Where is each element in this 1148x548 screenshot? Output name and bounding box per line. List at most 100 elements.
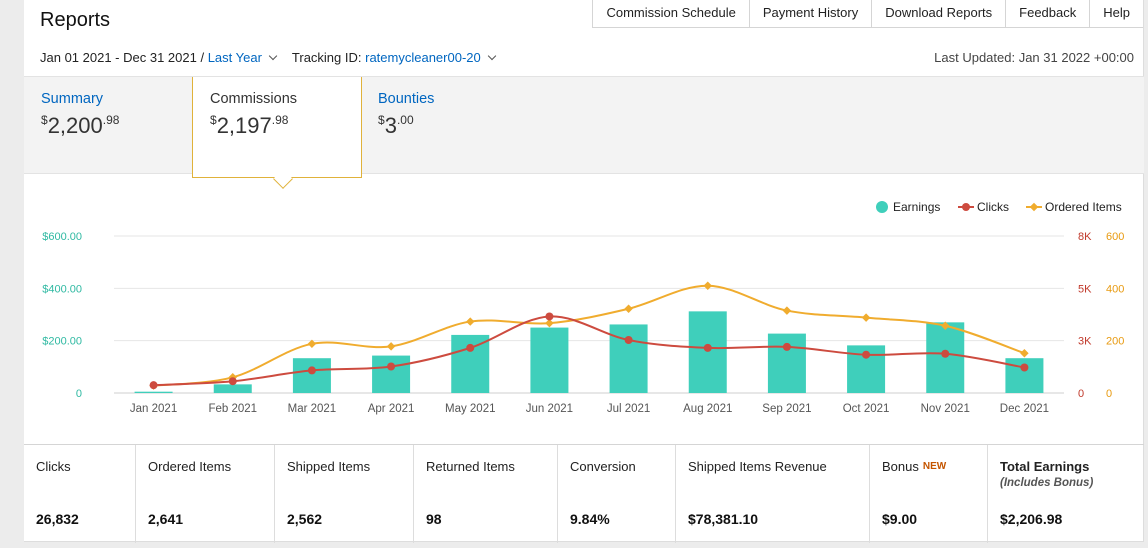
y-tick-label: $400.00 bbox=[42, 283, 82, 295]
line-ordered-items bbox=[153, 284, 1025, 387]
stat-label: Returned Items bbox=[426, 459, 515, 474]
page-title: Reports bbox=[40, 9, 111, 31]
commission-schedule-link[interactable]: Commission Schedule bbox=[592, 0, 749, 28]
point-ordered-items bbox=[861, 313, 871, 322]
point-clicks bbox=[545, 312, 554, 321]
chevron-down-icon[interactable] bbox=[268, 51, 278, 61]
legend-clicks-marker bbox=[962, 203, 970, 211]
stat-shipped-items: Shipped Items 2,562 bbox=[275, 445, 414, 543]
x-tick-label: Jun 2021 bbox=[526, 403, 573, 415]
point-clicks bbox=[941, 349, 950, 358]
x-tick-label: Jul 2021 bbox=[607, 403, 650, 415]
x-tick-label: Apr 2021 bbox=[368, 403, 415, 415]
stat-label: Shipped Items bbox=[287, 459, 371, 474]
point-clicks bbox=[149, 381, 158, 390]
stat-label: Conversion bbox=[570, 459, 636, 474]
tracking-id-dropdown[interactable]: ratemycleaner00-20 bbox=[365, 50, 481, 65]
bar-earnings bbox=[372, 355, 411, 393]
stat-label: Clicks bbox=[36, 459, 71, 474]
point-ordered-items bbox=[782, 306, 792, 315]
y-tick-label-clicks: 3K bbox=[1078, 336, 1092, 348]
y-tick-label-clicks: 5K bbox=[1078, 283, 1092, 295]
help-link[interactable]: Help bbox=[1089, 0, 1143, 28]
y-tick-label-items: 400 bbox=[1106, 283, 1124, 295]
feedback-link[interactable]: Feedback bbox=[1005, 0, 1090, 28]
y-tick-label: $600.00 bbox=[42, 231, 82, 243]
stat-ordered-items: Ordered Items 2,641 bbox=[136, 445, 275, 543]
legend-items-marker bbox=[1029, 202, 1039, 212]
stats-row: Clicks 26,832 Ordered Items 2,641 Shippe… bbox=[24, 444, 1144, 543]
y-tick-label-items: 200 bbox=[1106, 336, 1124, 348]
bar-earnings bbox=[1005, 358, 1044, 393]
x-tick-label: Mar 2021 bbox=[288, 403, 337, 415]
stat-clicks: Clicks 26,832 bbox=[24, 445, 136, 543]
filter-bar: Jan 01 2021 - Dec 31 2021 / Last Year Tr… bbox=[40, 50, 505, 65]
stat-total-earnings: Total Earnings (Includes Bonus) $2,206.9… bbox=[988, 445, 1144, 543]
point-clicks bbox=[624, 336, 633, 345]
stat-value: 98 bbox=[426, 511, 442, 527]
x-tick-label: Oct 2021 bbox=[843, 403, 890, 415]
bar-earnings bbox=[134, 391, 173, 393]
y-tick-label: $200.00 bbox=[42, 336, 82, 348]
stat-value: 2,641 bbox=[148, 511, 184, 527]
stat-value: 26,832 bbox=[36, 511, 79, 527]
legend-label[interactable]: Earnings bbox=[893, 200, 940, 214]
tab-summary[interactable]: Summary $2,200.98 bbox=[24, 77, 136, 175]
reports-card: Reports Commission Schedule Payment Hist… bbox=[24, 0, 1144, 543]
point-clicks bbox=[862, 350, 871, 359]
stat-label: Total Earnings bbox=[1000, 459, 1090, 474]
point-clicks bbox=[307, 366, 316, 375]
payment-history-link[interactable]: Payment History bbox=[748, 0, 872, 28]
stat-label: Bonus NEW bbox=[882, 459, 947, 474]
stat-label: Ordered Items bbox=[148, 459, 232, 474]
tab-commissions[interactable]: Commissions $2,197.98 bbox=[192, 77, 362, 189]
tab-amount: $3.00 bbox=[378, 113, 414, 138]
y-tick-label-items: 600 bbox=[1106, 231, 1124, 243]
tab-label: Bounties bbox=[378, 91, 435, 107]
x-tick-label: May 2021 bbox=[445, 403, 496, 415]
x-tick-label: Jan 2021 bbox=[130, 403, 177, 415]
bar-earnings bbox=[292, 358, 331, 393]
legend-label[interactable]: Ordered Items bbox=[1045, 200, 1122, 214]
stat-value: 9.84% bbox=[570, 511, 610, 527]
stat-shipped-revenue: Shipped Items Revenue $78,381.10 bbox=[676, 445, 870, 543]
stat-bonus: Bonus NEW $9.00 bbox=[870, 445, 988, 543]
x-tick-label: Feb 2021 bbox=[208, 403, 257, 415]
y-tick-label-clicks: 8K bbox=[1078, 231, 1092, 243]
point-ordered-items bbox=[1020, 348, 1029, 358]
point-clicks bbox=[387, 362, 396, 371]
stat-returned-items: Returned Items 98 bbox=[414, 445, 558, 543]
earnings-chart: 0 $200.00 $400.00 $600.00 0 3K 5K 8K 0 200 400 600 J… bbox=[24, 176, 1144, 442]
stat-label: Shipped Items Revenue bbox=[688, 459, 827, 474]
new-badge: NEW bbox=[922, 461, 947, 472]
bar-earnings bbox=[609, 324, 648, 393]
bar-earnings bbox=[530, 327, 569, 393]
point-ordered-items bbox=[466, 317, 475, 326]
point-ordered-items bbox=[624, 304, 633, 313]
x-tick-label: Aug 2021 bbox=[683, 403, 732, 415]
tab-bounties[interactable]: Bounties $3.00 bbox=[361, 77, 451, 175]
date-range: Jan 01 2021 - Dec 31 2021 / bbox=[40, 50, 205, 65]
date-preset-dropdown[interactable]: Last Year bbox=[207, 50, 262, 65]
legend-label[interactable]: Clicks bbox=[977, 200, 1009, 214]
point-clicks bbox=[703, 343, 712, 352]
y-tick-label: 0 bbox=[76, 388, 82, 400]
point-clicks bbox=[228, 377, 237, 386]
x-tick-label: Dec 2021 bbox=[1000, 403, 1049, 415]
tab-amount: $2,197.98 bbox=[210, 113, 289, 138]
stat-value: $2,206.98 bbox=[1000, 511, 1063, 527]
stat-conversion: Conversion 9.84% bbox=[558, 445, 676, 543]
point-ordered-items bbox=[307, 339, 317, 349]
bar-earnings bbox=[213, 384, 252, 393]
last-updated: Last Updated: Jan 31 2022 +00:00 bbox=[934, 50, 1134, 65]
point-clicks bbox=[466, 343, 475, 352]
stat-value: $78,381.10 bbox=[688, 511, 759, 527]
download-reports-link[interactable]: Download Reports bbox=[871, 0, 1006, 28]
tab-label: Summary bbox=[41, 91, 104, 107]
chevron-down-icon[interactable] bbox=[487, 51, 496, 61]
point-ordered-items bbox=[386, 342, 396, 351]
tracking-id-label: Tracking ID: bbox=[291, 50, 362, 65]
bar-earnings bbox=[767, 333, 806, 393]
bar-earnings bbox=[688, 311, 727, 393]
tab-amount: $2,200.98 bbox=[41, 113, 120, 138]
